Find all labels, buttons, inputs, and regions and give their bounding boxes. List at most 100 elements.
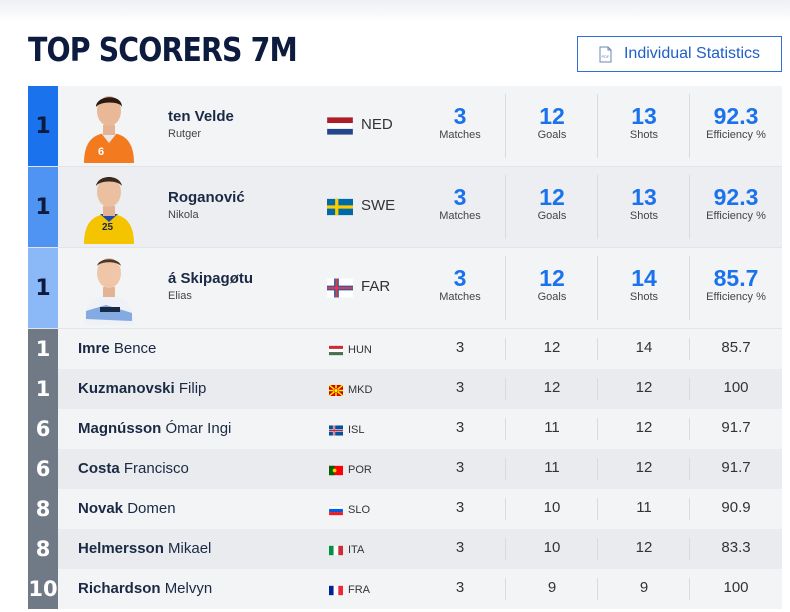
player-name: Novak Domen <box>78 500 176 517</box>
efficiency-label: Efficiency % <box>706 129 766 141</box>
player-name: Kuzmanovski Filip <box>78 380 207 397</box>
shots-value: 12 <box>635 379 653 396</box>
goals-value: 10 <box>543 539 561 556</box>
svg-text:25: 25 <box>102 222 114 233</box>
rank-cell: 1 <box>28 167 58 247</box>
flag-hun-icon <box>329 345 343 356</box>
flag-ned-icon <box>327 117 353 135</box>
page-title: TOP SCORERS 7M <box>28 30 298 69</box>
player-first-name: Rutger <box>168 128 202 140</box>
player-photo <box>76 251 142 325</box>
matches-value: 3 <box>455 539 465 556</box>
rank-cell: 6 <box>28 409 58 449</box>
matches-label: Matches <box>439 129 481 141</box>
nation-code: POR <box>348 464 372 476</box>
svg-text:PDF: PDF <box>601 54 610 59</box>
table-row[interactable]: 8 Helmersson Mikael ITA 3 10 12 83.3 <box>28 529 782 569</box>
flag-ita-icon <box>329 545 343 556</box>
table-row[interactable]: 1 Imre Bence HUN 3 12 14 85.7 <box>28 329 782 369</box>
rank-cell: 8 <box>28 529 58 569</box>
efficiency-value: 100 <box>723 379 749 396</box>
efficiency-value: 91.7 <box>721 459 751 476</box>
shots-label: Shots <box>629 129 659 141</box>
flag-isl-icon <box>329 425 343 436</box>
flag-far-icon <box>327 278 353 298</box>
efficiency-value: 92.3 <box>713 184 759 210</box>
matches-label: Matches <box>439 210 481 222</box>
flag-swe-icon <box>327 198 353 216</box>
top-scorer-row[interactable]: 1 6 ten Velde Rutger NED 3 Matches 12 Goal… <box>28 86 782 167</box>
goals-value: 12 <box>539 265 565 291</box>
goals-value: 11 <box>544 419 560 436</box>
nation-code: FAR <box>361 278 391 295</box>
flag-fra-icon <box>329 585 343 596</box>
flag-slo-icon <box>329 505 343 516</box>
shots-label: Shots <box>629 291 659 303</box>
player-last-name: Roganović <box>168 189 245 206</box>
player-last-name: á Skipagøtu <box>168 270 254 287</box>
table-row[interactable]: 1 Kuzmanovski Filip MKD 3 12 12 100 <box>28 369 782 409</box>
matches-value: 3 <box>455 339 465 356</box>
goals-label: Goals <box>537 129 567 141</box>
flag-mkd-icon <box>329 385 343 396</box>
individual-statistics-label: Individual Statistics <box>623 45 761 62</box>
rank-cell: 10 <box>28 569 58 609</box>
nation-code: SWE <box>361 197 396 214</box>
efficiency-value: 85.7 <box>721 339 751 356</box>
player-first-name: Elias <box>168 290 192 302</box>
player-name: Magnússon Ómar Ingi <box>78 420 232 437</box>
efficiency-value: 85.7 <box>713 265 759 291</box>
table-row[interactable]: 10 Richardson Melvyn FRA 3 9 9 100 <box>28 569 782 609</box>
matches-value: 3 <box>455 379 465 396</box>
rank-cell: 1 <box>28 329 58 369</box>
goals-value: 9 <box>547 579 557 596</box>
efficiency-value: 100 <box>723 579 749 596</box>
efficiency-value: 92.3 <box>713 103 759 129</box>
nation-code: FRA <box>348 584 370 596</box>
player-name: Helmersson Mikael <box>78 540 212 557</box>
player-name: Costa Francisco <box>78 460 189 477</box>
player-name: Imre Bence <box>78 340 157 357</box>
rank-cell: 8 <box>28 489 58 529</box>
flag-por-icon <box>329 465 343 476</box>
matches-value: 3 <box>455 459 465 476</box>
rank-cell: 1 <box>28 248 58 328</box>
scorers-table: 1 6 ten Velde Rutger NED 3 Matches 12 Goal… <box>28 86 782 609</box>
goals-value: 12 <box>543 379 561 396</box>
matches-value: 3 <box>453 184 467 210</box>
player-photo: 6 <box>76 89 142 163</box>
individual-statistics-button[interactable]: PDF Individual Statistics <box>577 36 782 72</box>
nation-code: ISL <box>348 424 365 436</box>
matches-value: 3 <box>455 499 465 516</box>
table-row[interactable]: 8 Novak Domen SLO 3 10 11 90.9 <box>28 489 782 529</box>
matches-value: 3 <box>455 419 465 436</box>
nation-code: SLO <box>348 504 371 516</box>
goals-label: Goals <box>537 210 567 222</box>
matches-value: 3 <box>453 103 467 129</box>
goals-value: 10 <box>543 499 561 516</box>
efficiency-value: 91.7 <box>721 419 751 436</box>
shots-value: 13 <box>631 184 657 210</box>
efficiency-value: 90.9 <box>721 499 751 516</box>
player-last-name: ten Velde <box>168 108 234 125</box>
top-scorer-row[interactable]: 1 á Skipagøtu Elias FAR 3 Matches 12 Goals… <box>28 248 782 329</box>
nation-code: ITA <box>348 544 365 556</box>
shots-value: 14 <box>635 339 653 356</box>
matches-value: 3 <box>453 265 467 291</box>
table-row[interactable]: 6 Costa Francisco POR 3 11 12 91.7 <box>28 449 782 489</box>
efficiency-label: Efficiency % <box>706 210 766 222</box>
player-photo: 25 <box>76 170 142 244</box>
matches-value: 3 <box>455 579 465 596</box>
rank-cell: 1 <box>28 86 58 166</box>
goals-value: 12 <box>539 184 565 210</box>
efficiency-value: 83.3 <box>721 539 751 556</box>
shots-value: 11 <box>636 499 652 516</box>
top-scorer-row[interactable]: 1 25 Roganović Nikola SWE 3 Matches 12 Goa… <box>28 167 782 248</box>
matches-label: Matches <box>439 291 481 303</box>
shots-label: Shots <box>629 210 659 222</box>
nation-code: NED <box>361 116 393 133</box>
shots-value: 14 <box>631 265 657 291</box>
rank-cell: 6 <box>28 449 58 489</box>
table-row[interactable]: 6 Magnússon Ómar Ingi ISL 3 11 12 91.7 <box>28 409 782 449</box>
player-first-name: Nikola <box>168 209 199 221</box>
